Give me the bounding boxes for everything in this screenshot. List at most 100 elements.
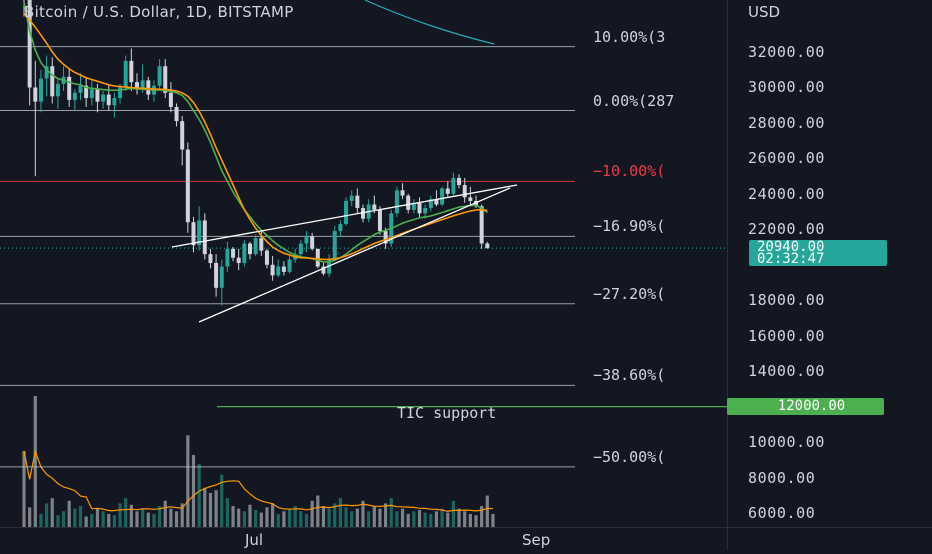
volume-bar — [73, 508, 77, 527]
volume-bar — [146, 512, 150, 527]
trendlines-layer — [171, 184, 518, 323]
ma-slow-line — [23, 12, 488, 261]
candle-body — [72, 92, 77, 100]
volume-bar — [321, 506, 326, 527]
volume-bar — [118, 503, 122, 527]
volume-bar — [372, 506, 376, 527]
volume-bar — [423, 512, 427, 527]
volume-bar — [367, 511, 371, 527]
volume-bar — [355, 508, 359, 527]
y-tick-label: 24000.00 — [748, 184, 826, 203]
candle-body — [383, 231, 388, 244]
candle-body — [276, 266, 281, 276]
candle-body — [462, 184, 467, 198]
volume-bar — [287, 508, 292, 527]
candle-body — [451, 177, 456, 194]
candle-body — [78, 85, 83, 93]
volume-bar — [412, 511, 416, 527]
volume-bar — [451, 500, 455, 527]
fib-levels-layer — [0, 0, 727, 468]
volume-bar — [378, 508, 382, 527]
candle-body — [304, 236, 309, 244]
y-tick-label: 8000.00 — [748, 468, 816, 487]
volume-bar — [39, 513, 43, 527]
fib-label: −10.00%( — [593, 162, 666, 181]
candle-body — [310, 236, 315, 249]
candle-body — [129, 60, 134, 83]
volume-bar — [361, 500, 365, 527]
volume-bar — [282, 511, 286, 527]
fib-label: −27.20%( — [593, 284, 666, 303]
candle-body — [445, 188, 450, 194]
volume-bar — [101, 511, 105, 527]
volume-bar — [333, 503, 337, 527]
volume-bar — [265, 507, 269, 527]
candle-body — [106, 94, 111, 106]
support-price-badge: 12000.00 — [727, 398, 884, 415]
volume-bar — [203, 487, 207, 527]
volume-bar — [163, 500, 167, 527]
volume-bar — [271, 503, 275, 527]
candle-body — [361, 208, 365, 219]
volume-bar — [242, 511, 246, 527]
candle-body — [38, 78, 43, 102]
volume-bar — [231, 506, 235, 527]
candle-body — [259, 238, 264, 251]
y-tick-label: 6000.00 — [748, 504, 816, 522]
volume-bar — [191, 454, 196, 527]
volume-bar — [197, 464, 201, 527]
wedge-upper-line — [171, 184, 518, 248]
candle-body — [281, 266, 286, 272]
chart-title: Bitcoin / U.S. Dollar, 1D, BITSTAMP — [24, 3, 294, 21]
volume-bar — [214, 490, 218, 527]
volume-bar — [22, 451, 26, 527]
wedge-lower-line — [198, 187, 511, 323]
candle-body — [417, 202, 422, 214]
fib-label: −38.60%( — [593, 366, 666, 385]
volume-bar — [225, 498, 229, 527]
candle-body — [479, 206, 484, 244]
fib-label: −16.90%( — [593, 217, 666, 236]
volume-bar — [259, 512, 263, 527]
volume-bar — [276, 513, 280, 527]
candle-body — [411, 202, 416, 210]
volume-bar — [33, 396, 37, 527]
volume-bar — [316, 495, 320, 527]
ma-fast-line — [23, 2, 488, 263]
volume-bar — [50, 498, 54, 527]
y-tick-label: 26000.00 — [748, 149, 826, 168]
volume-bar — [440, 508, 444, 527]
volume-bar — [67, 500, 71, 527]
candle-body — [457, 177, 462, 185]
volume-bar — [429, 513, 433, 527]
volume-bar — [174, 511, 179, 527]
volume-bar — [474, 515, 478, 527]
volume-bar — [254, 509, 258, 527]
candle-body — [50, 66, 55, 97]
volume-bar — [152, 513, 156, 527]
volume-bar — [491, 513, 495, 527]
candle-body — [440, 188, 445, 205]
support-label: TIC support — [397, 404, 497, 422]
volume-bar — [135, 511, 139, 527]
candle-body — [67, 76, 72, 100]
candle-body — [225, 248, 230, 267]
volume-bar — [400, 508, 405, 527]
candle-body — [355, 195, 360, 209]
volume-bar — [463, 511, 467, 527]
volume-bar — [248, 504, 252, 527]
volume-bar — [434, 511, 439, 527]
candle-body — [89, 89, 94, 99]
volume-bar — [406, 513, 410, 527]
candle-body — [101, 94, 106, 102]
volume-bar — [124, 498, 128, 527]
volume-bar — [56, 515, 60, 527]
volume-bar — [84, 516, 88, 527]
candle-body — [344, 200, 349, 224]
candle-body — [168, 92, 173, 107]
volume-bar — [237, 508, 241, 527]
candle-body — [270, 264, 275, 276]
fib-label: −50.00%( — [593, 447, 666, 466]
